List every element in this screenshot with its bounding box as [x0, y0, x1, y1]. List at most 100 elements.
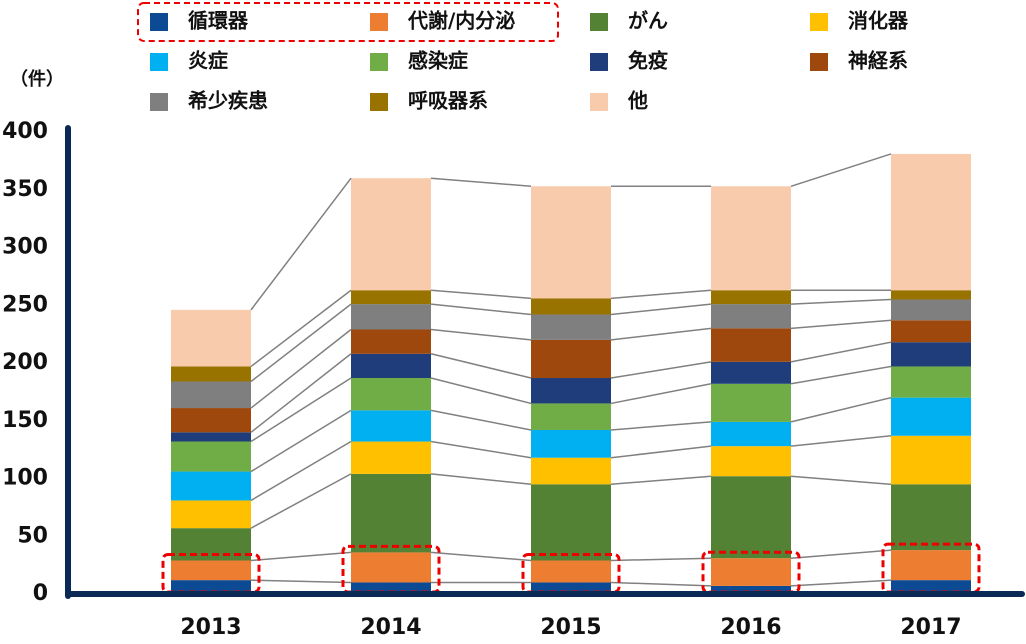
connector	[250, 473, 352, 529]
bar-segment	[531, 339, 611, 379]
bar-segment	[531, 314, 611, 340]
bar-segment	[711, 421, 791, 447]
connector	[790, 319, 892, 330]
x-tick-label: 2013	[180, 615, 241, 640]
connector	[250, 303, 352, 383]
bar-segment	[351, 473, 431, 553]
legend-label: 代謝/内分泌	[407, 9, 515, 33]
legend-swatch	[590, 53, 608, 71]
bar-segment	[351, 582, 431, 594]
connector	[790, 153, 892, 187]
bar-segment	[171, 471, 251, 501]
connector	[790, 365, 892, 385]
connector	[430, 440, 532, 459]
bar-segment	[171, 500, 251, 529]
y-tick-label: 200	[2, 350, 48, 375]
connector	[610, 383, 712, 405]
bar-segment	[171, 441, 251, 472]
legend-label: 感染症	[408, 49, 468, 73]
x-tick-label: 2015	[540, 615, 601, 640]
bar-segment	[711, 304, 791, 329]
connector	[250, 551, 352, 562]
connector	[250, 353, 352, 433]
bar-segment	[711, 361, 791, 384]
connector	[610, 557, 712, 562]
bar-segment	[351, 410, 431, 442]
bar-segment	[171, 560, 251, 581]
legend-swatch	[150, 13, 168, 31]
bar-segment	[891, 435, 971, 485]
legend-label: 炎症	[188, 49, 228, 73]
connector	[430, 377, 532, 405]
bar-segment	[711, 328, 791, 362]
bar-segment	[531, 403, 611, 430]
bar-segment	[891, 342, 971, 367]
bar-segment	[891, 290, 971, 300]
connector	[430, 353, 532, 379]
bar-segment	[711, 186, 791, 291]
legend-swatch	[810, 13, 828, 31]
connector	[610, 361, 712, 379]
bar-segment	[351, 290, 431, 305]
connector	[250, 289, 352, 368]
bar-segment	[531, 378, 611, 404]
connector	[250, 409, 352, 473]
bar-segment	[891, 320, 971, 343]
legend-swatch	[150, 93, 168, 111]
connector	[790, 475, 892, 486]
bar-segment	[711, 290, 791, 305]
legend-swatch	[810, 53, 828, 71]
connector	[610, 327, 712, 341]
connector	[430, 289, 532, 300]
legend-label: 希少疾患	[188, 89, 268, 113]
bar-segment	[171, 309, 251, 367]
bar-segment	[351, 304, 431, 330]
connector	[790, 298, 892, 305]
legend-swatch	[370, 13, 388, 31]
legend-label: 消化器	[848, 9, 909, 33]
connector	[250, 440, 352, 502]
legend-label: 他	[627, 89, 648, 113]
connector	[610, 289, 712, 300]
legend-highlight	[137, 2, 559, 42]
connector	[790, 396, 892, 423]
bar-segment	[351, 441, 431, 474]
y-tick-label: 100	[2, 466, 48, 491]
y-tick-label: 150	[2, 408, 48, 433]
bar-segment	[351, 178, 431, 291]
legend-label: 呼吸器系	[408, 89, 488, 113]
y-tick-label: 300	[2, 235, 48, 260]
connector	[250, 377, 352, 443]
y-tick-label: 400	[2, 119, 48, 144]
bar-segment	[171, 408, 251, 433]
legend-label: 免疫	[628, 49, 668, 73]
legend-label: 循環器	[188, 9, 249, 33]
legend-label: 神経系	[848, 49, 908, 73]
y-tick-label: 250	[2, 292, 48, 317]
legend-swatch	[370, 53, 388, 71]
bar-segment	[531, 484, 611, 561]
bar-segment	[711, 446, 791, 477]
connector	[430, 473, 532, 486]
connector	[430, 409, 532, 431]
bar-segment	[351, 329, 431, 354]
bar-segment	[531, 298, 611, 315]
bar-segment	[711, 383, 791, 422]
bar-segment	[171, 381, 251, 409]
bar-segment	[891, 366, 971, 398]
x-tick-label: 2017	[900, 615, 961, 640]
connector	[610, 581, 712, 587]
bar-segment	[171, 432, 251, 442]
legend-swatch	[150, 53, 168, 71]
connector	[430, 303, 532, 316]
bar-segment	[531, 560, 611, 583]
x-tick-label: 2016	[720, 615, 781, 640]
y-tick-label: 350	[2, 177, 48, 202]
bar-segment	[891, 299, 971, 321]
connector	[790, 579, 892, 587]
connector	[430, 551, 532, 562]
y-tick-label: 0	[33, 581, 48, 606]
bar-segment	[891, 484, 971, 551]
bar-segment	[531, 582, 611, 594]
